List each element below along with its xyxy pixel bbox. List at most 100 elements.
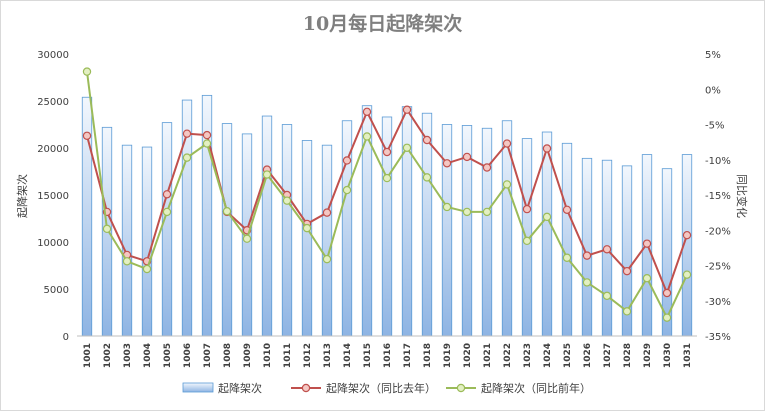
y2-tick-label: 5% [705,50,721,61]
x-tick-label: 1007 [203,343,213,368]
data-point [362,132,372,141]
x-tick-label: 1006 [183,343,193,368]
data-point [122,257,132,266]
y-tick-label: 0 [63,332,69,343]
data-point [502,139,512,148]
data-point [542,144,552,153]
x-tick-label: 1020 [463,343,473,368]
x-tick-label: 1012 [303,343,313,368]
x-tick-label: 1013 [323,343,333,368]
x-tick-label: 1011 [283,343,293,368]
legend-label: 起降架次 [218,381,262,395]
bar [301,140,313,337]
data-point [182,129,192,138]
chart-title: 10月每日起降架次 [302,13,463,35]
y2-tick-label: -35% [705,332,731,343]
bar [441,124,453,337]
data-point [322,208,332,217]
data-point [102,224,112,234]
legend-swatch [182,382,214,393]
bar [121,144,133,337]
y-tick-label: 15000 [37,191,69,202]
y2-axis-title: 同比变化 [735,174,749,218]
bar [481,127,493,337]
data-point [522,204,532,214]
x-tick-label: 1028 [623,343,633,368]
data-point [262,170,272,179]
legend-item: 起降架次（同比前年） [446,381,591,395]
x-tick-label: 1014 [343,343,353,368]
data-point [202,130,212,140]
data-point [582,278,592,287]
data-point [202,139,212,148]
data-point [622,266,632,276]
x-tick-label: 1001 [83,343,93,368]
data-point [142,264,152,274]
bar [261,115,273,337]
legend-marker [301,383,311,393]
bar [161,122,173,337]
data-point [402,105,412,114]
bar [321,144,333,337]
lines-layer [82,67,692,322]
x-tick-label: 1018 [423,343,433,368]
data-point [242,234,252,243]
y2-tick-label: 0% [705,85,721,96]
x-tick-label: 1017 [403,343,413,368]
y-tick-label: 25000 [37,97,69,108]
y-tick-label: 10000 [37,238,69,249]
data-point [582,251,592,260]
bar [561,142,573,337]
data-point [662,313,672,322]
y2-tick-label: -10% [705,156,731,167]
x-tick-label: 1026 [583,343,593,368]
data-point [402,143,412,152]
data-point [522,236,532,246]
data-point [502,180,512,189]
data-point [382,147,392,157]
x-tick-label: 1008 [223,343,233,368]
data-point [422,173,432,182]
data-point [642,239,652,248]
bar [541,131,553,337]
y2-tick-label: -20% [705,226,731,237]
data-point [302,223,312,233]
data-point [662,288,672,298]
x-tick-label: 1010 [263,343,273,368]
data-point [422,135,432,145]
x-tick-label: 1003 [123,343,133,368]
x-tick-label: 1009 [243,343,253,368]
x-tick-label: 1016 [383,343,393,368]
axes-layer: 起降架次 同比变化 0 5000 10000 15000 20000 25000 30000… [15,50,749,368]
x-tick-label: 1023 [523,343,533,368]
legend-item: 起降架次（同比去年） [291,381,436,395]
x-tick-label: 1015 [363,343,373,368]
data-point [602,291,612,301]
x-tick-label: 1022 [503,343,513,368]
data-point [382,173,392,183]
x-tick-label: 1019 [443,343,453,368]
data-point [682,270,692,279]
x-tick-label: 1030 [663,343,673,368]
bar [221,123,233,337]
legend: 起降架次 起降架次（同比去年） 起降架次（同比前年） [182,381,591,395]
data-point [542,212,552,222]
x-tick-label: 1024 [543,343,553,368]
bars-layer [81,94,693,337]
x-tick-label: 1029 [643,343,653,368]
bar [281,124,293,337]
data-point [462,152,472,162]
x-tick-label: 1031 [683,343,693,368]
data-point [222,207,232,216]
data-point [342,156,352,165]
y2-tick-label: -30% [705,297,731,308]
x-tick-label: 1021 [483,343,493,368]
data-point [642,273,652,283]
data-point [562,253,572,262]
legend-item: 起降架次 [182,381,262,395]
data-point [162,190,172,199]
data-point [362,107,372,117]
data-point [82,131,92,140]
data-point [82,67,92,76]
data-point [442,202,452,212]
